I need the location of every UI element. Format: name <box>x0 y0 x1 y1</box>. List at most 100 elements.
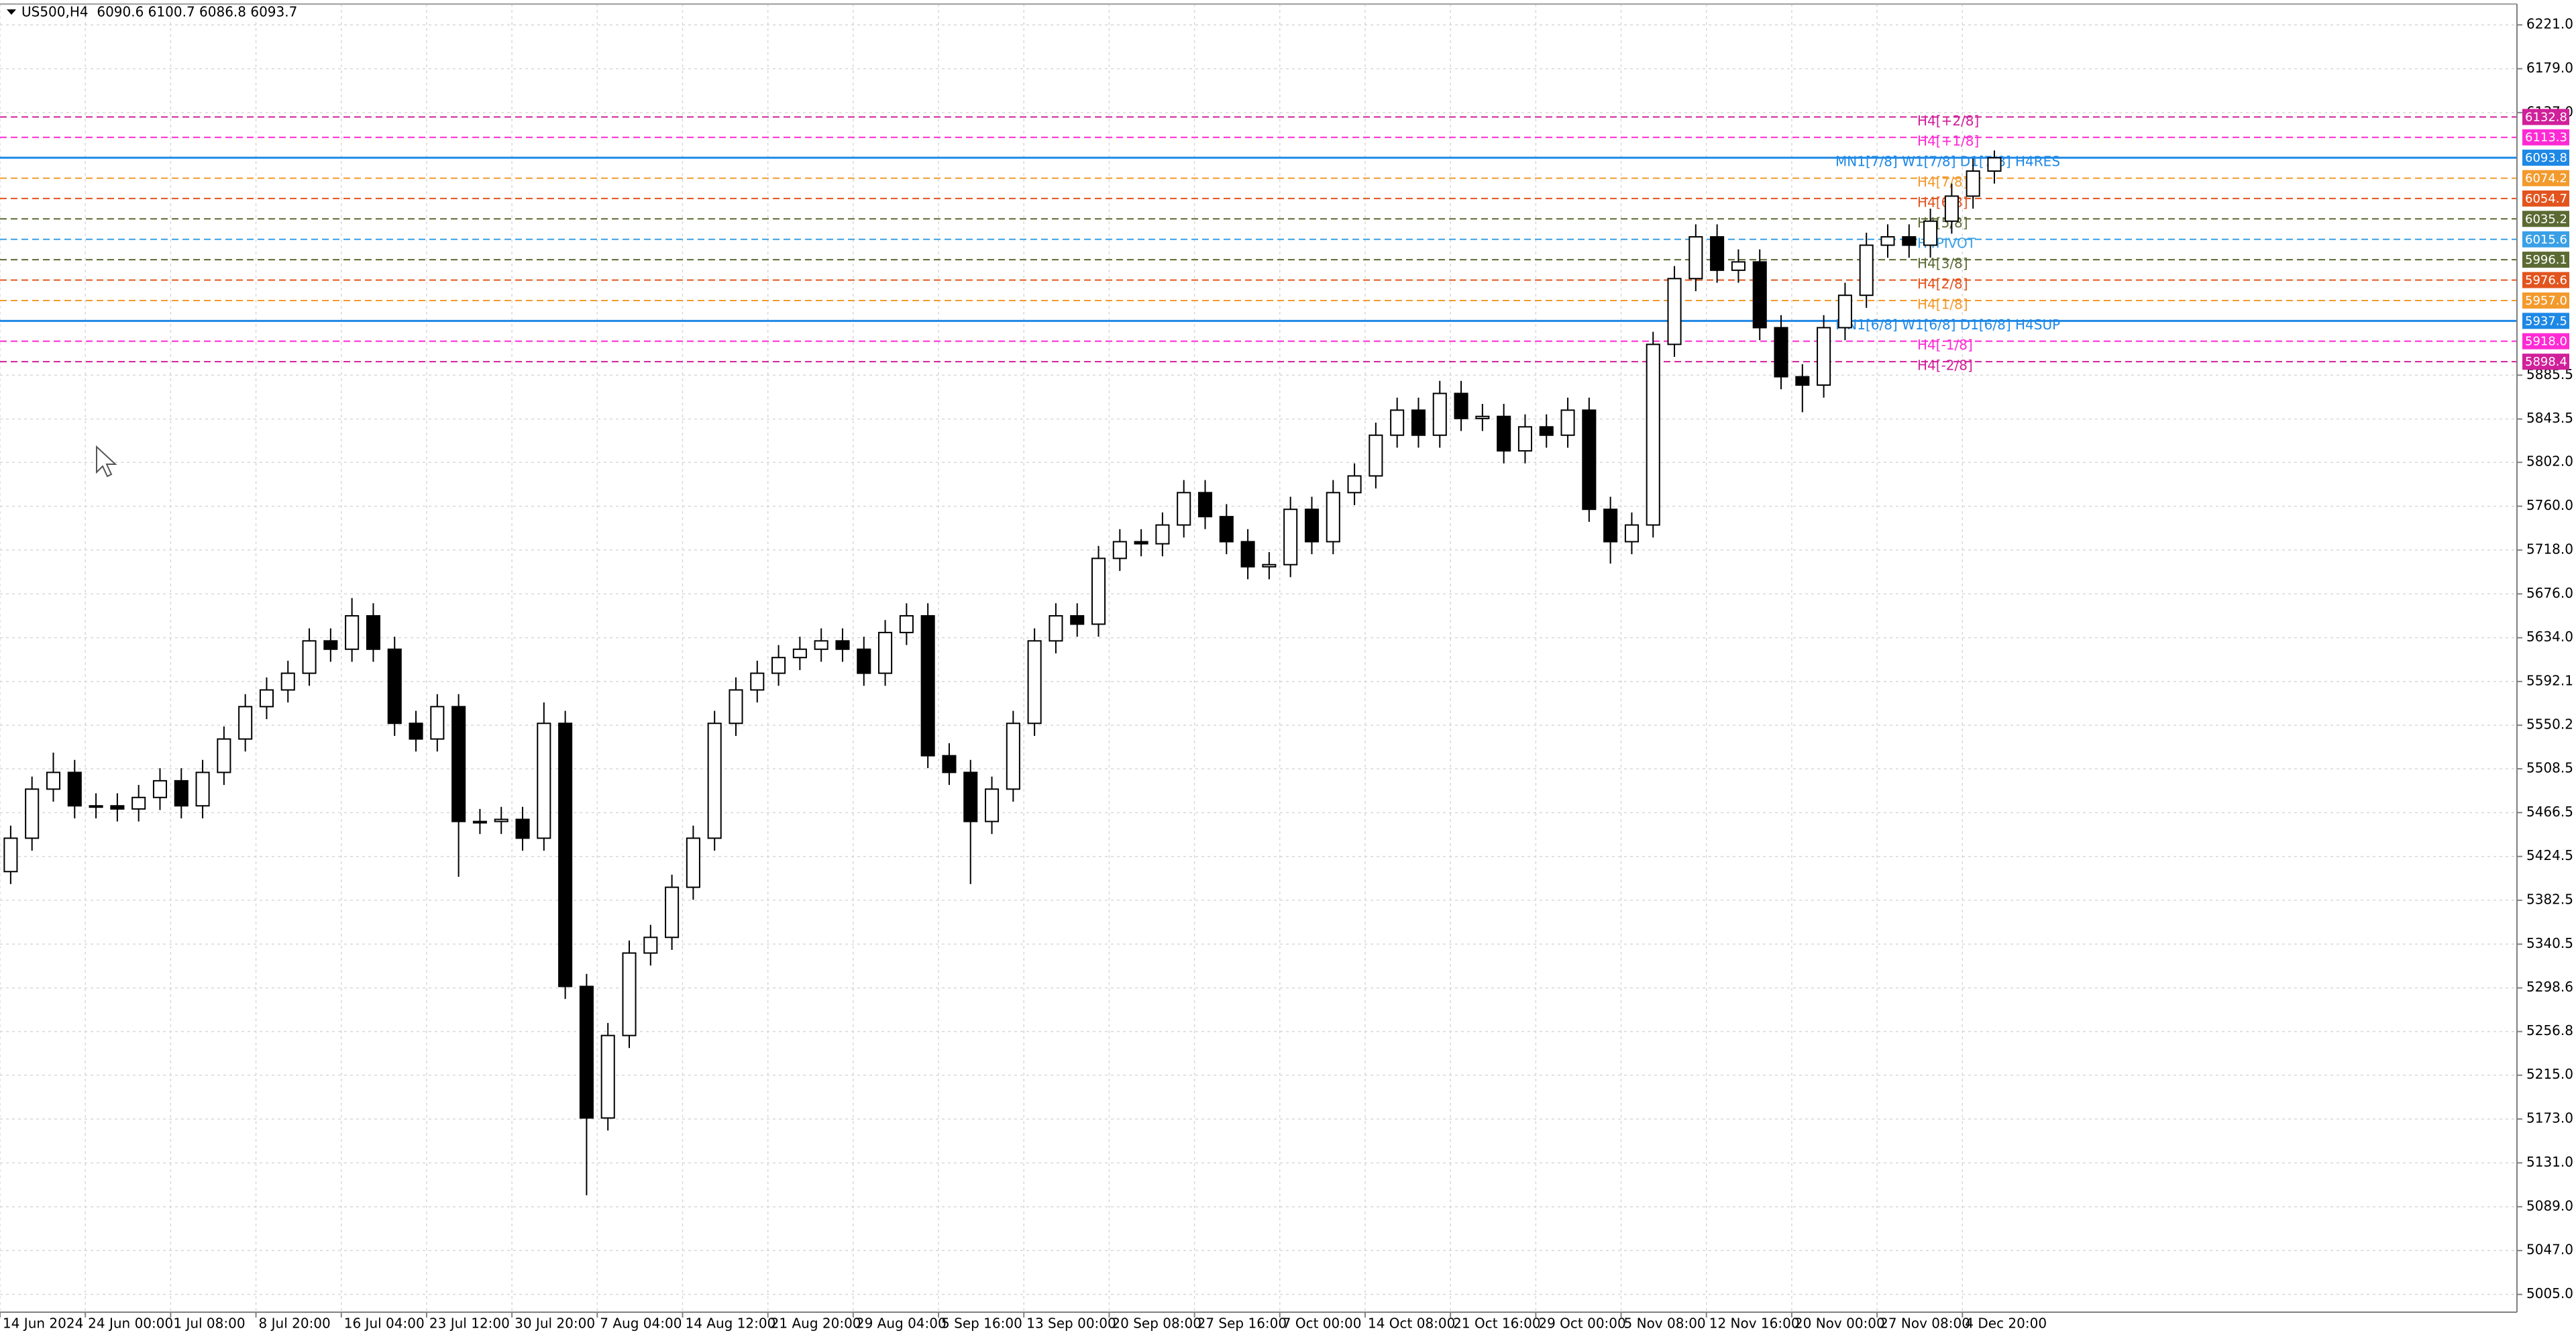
candle-body <box>174 780 189 807</box>
price-tag <box>2522 231 2569 248</box>
level-label: H4[6/8] <box>1917 194 1968 210</box>
candle-body <box>1497 415 1511 452</box>
candle-body <box>942 755 957 773</box>
candle-body <box>259 689 274 708</box>
candle-body <box>1240 541 1255 568</box>
candle-body <box>899 614 914 633</box>
x-tick-label: 7 Aug 04:00 <box>600 1316 682 1332</box>
candle-body <box>686 837 700 888</box>
price-tag-label: 5937.5 <box>2525 314 2567 328</box>
candle-body <box>1432 392 1447 436</box>
y-tick-label: 5382.5 <box>2526 892 2573 908</box>
candle-body <box>110 805 125 810</box>
candle-body <box>387 648 402 725</box>
mouse-cursor <box>96 445 117 478</box>
y-tick-label: 5215.0 <box>2526 1066 2573 1082</box>
candle-body <box>409 722 423 740</box>
candle-body <box>1560 409 1575 436</box>
price-tag-label: 5976.6 <box>2525 273 2567 287</box>
candle-body <box>1219 516 1234 543</box>
candle-body <box>1880 236 1895 246</box>
candle-body <box>1966 170 1980 197</box>
y-tick-label: 5676.0 <box>2526 585 2573 601</box>
candle-body <box>1859 244 1874 297</box>
x-tick-label: 20 Sep 08:00 <box>1112 1316 1201 1332</box>
candle-body <box>729 689 743 725</box>
price-tag <box>2522 292 2569 309</box>
candle-body <box>1049 614 1063 642</box>
level-label: H4[+2/8] <box>1917 113 1979 129</box>
level-label: H4[2/8] <box>1917 276 1968 292</box>
level-label: MN1[6/8] W1[6/8] D1[6/8] H4SUP <box>1835 317 2060 333</box>
candle-body <box>302 640 317 674</box>
candle-body <box>814 640 828 650</box>
y-tick-label: 5298.6 <box>2526 979 2573 995</box>
level-label: H4[-2/8] <box>1917 358 1973 374</box>
y-tick-label: 5047.0 <box>2526 1242 2573 1258</box>
y-tick-label: 5592.1 <box>2526 672 2573 688</box>
candle-body <box>1582 409 1597 511</box>
y-tick-label: 5802.0 <box>2526 453 2573 470</box>
x-tick-label: 27 Nov 08:00 <box>1880 1316 1970 1332</box>
y-tick-label: 5760.0 <box>2526 497 2573 513</box>
candle-body <box>67 771 82 807</box>
candle-body <box>920 614 935 757</box>
chart-title: US500,H4 6090.6 6100.7 6086.8 6093.7 <box>21 4 297 20</box>
candle-body <box>1070 614 1085 625</box>
menu-arrow[interactable] <box>7 9 16 15</box>
candle-body <box>1837 294 1852 329</box>
price-tag <box>2522 252 2569 268</box>
candle-body <box>1923 220 1938 246</box>
candle-body <box>792 648 807 659</box>
candle-body <box>1155 524 1170 545</box>
y-tick-label: 5005.0 <box>2526 1285 2573 1301</box>
x-tick-label: 12 Nov 16:00 <box>1709 1316 1800 1332</box>
candle-body <box>1667 278 1682 345</box>
candle-body <box>1752 261 1767 329</box>
candle-body <box>217 738 231 773</box>
candle-body <box>600 1034 615 1119</box>
price-tag-label: 6015.6 <box>2525 233 2567 247</box>
price-tag-label: 6074.2 <box>2525 172 2567 186</box>
price-tag <box>2522 313 2569 329</box>
axes: 5005.0 5047.0 5089.0 5131.0 5173.0 5215.0 5256… <box>0 16 2573 1332</box>
candle-body <box>430 706 445 740</box>
candle-body <box>1624 524 1639 543</box>
price-tag-label: 5957.0 <box>2525 294 2567 308</box>
candle-body <box>1177 492 1191 526</box>
candle-body <box>323 640 338 650</box>
x-tick-label: 29 Oct 00:00 <box>1538 1316 1625 1332</box>
y-tick-label: 6179.0 <box>2526 60 2573 76</box>
price-tag <box>2522 129 2569 146</box>
price-tag-label: 5898.4 <box>2525 355 2567 369</box>
candle-body <box>558 722 573 987</box>
price-tag-label: 6054.7 <box>2525 192 2567 206</box>
candle-body <box>1134 541 1148 545</box>
price-tag-label: 5918.0 <box>2525 335 2567 349</box>
x-tick-label: 27 Sep 16:00 <box>1197 1316 1287 1332</box>
candle-body <box>131 796 146 810</box>
level-label: H4[+1/8] <box>1917 133 1979 149</box>
candle-body <box>1731 261 1746 271</box>
candles <box>3 150 2002 1195</box>
x-tick-label: 1 Jul 08:00 <box>173 1316 245 1332</box>
candle-body <box>494 818 508 822</box>
x-tick-label: 20 Nov 00:00 <box>1794 1316 1885 1332</box>
x-tick-label: 14 Jun 2024 <box>3 1316 83 1332</box>
candle-body <box>1944 195 1959 222</box>
price-tag-label: 6093.8 <box>2525 151 2567 165</box>
candle-body <box>835 640 850 650</box>
candle-body <box>1283 508 1298 566</box>
y-tick-label: 5550.2 <box>2526 716 2573 733</box>
price-tag <box>2522 354 2569 370</box>
candle-body <box>1197 492 1213 518</box>
candle-body <box>451 706 466 822</box>
y-tick-label: 5131.0 <box>2526 1154 2573 1170</box>
y-tick-label: 5424.5 <box>2526 847 2573 863</box>
candle-body <box>622 952 637 1036</box>
candle-body <box>1368 434 1383 477</box>
candle-body <box>1774 327 1788 378</box>
candle-body <box>1390 409 1405 436</box>
candle-body <box>195 771 210 807</box>
